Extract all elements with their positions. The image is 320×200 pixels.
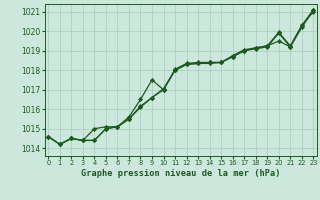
X-axis label: Graphe pression niveau de la mer (hPa): Graphe pression niveau de la mer (hPa) (81, 169, 281, 178)
